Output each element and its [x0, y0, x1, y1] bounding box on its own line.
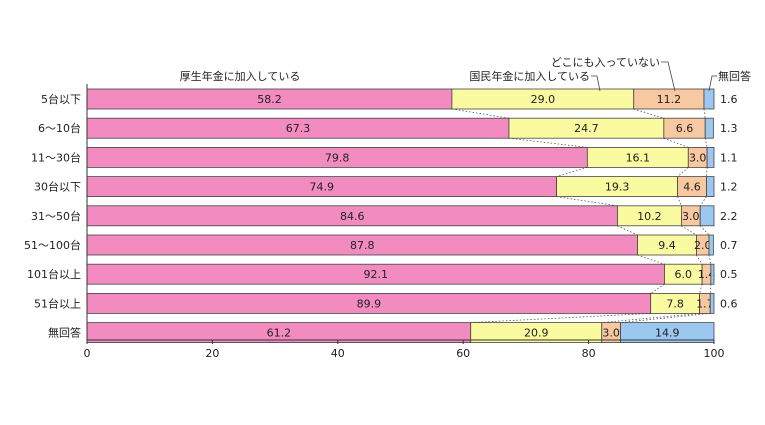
data-label: 3.0 — [689, 151, 707, 164]
connector-line — [703, 108, 706, 119]
data-label: 16.1 — [626, 151, 651, 164]
connector-line — [699, 284, 703, 294]
data-label: 19.3 — [605, 181, 630, 194]
data-label: 1.3 — [720, 122, 738, 135]
bar-segment — [708, 234, 714, 256]
connector-line — [470, 313, 651, 323]
bar-segment — [704, 117, 714, 139]
data-label: 67.3 — [286, 122, 311, 135]
connector-line — [556, 167, 588, 177]
category-label: 51〜100台 — [24, 238, 81, 252]
connector-line — [601, 313, 700, 323]
category-label: 5台以下 — [41, 92, 81, 106]
x-tick-label: 40 — [331, 347, 345, 360]
data-label: 9.4 — [658, 239, 676, 252]
category-label: 31〜50台 — [31, 209, 81, 223]
data-label: 3.0 — [682, 210, 700, 223]
connector-line — [699, 225, 710, 236]
legend-leader-line — [708, 75, 717, 92]
data-label: 0.7 — [720, 239, 738, 252]
connector-line — [677, 196, 682, 206]
connector-line — [708, 254, 712, 265]
data-label: 24.7 — [574, 122, 599, 135]
x-tick-label: 60 — [456, 347, 470, 360]
connector-line — [696, 254, 703, 265]
connector-line — [508, 137, 588, 148]
legend-label: どこにも入っていない — [551, 56, 660, 69]
data-label: 61.2 — [267, 327, 292, 340]
data-label: 79.8 — [325, 151, 350, 164]
data-label: 0.5 — [720, 268, 738, 281]
data-label: 92.1 — [363, 268, 388, 281]
category-label: 11〜30台 — [31, 150, 81, 164]
bar-segment — [710, 263, 715, 285]
data-label: 4.6 — [683, 181, 701, 194]
legend-label: 無回答 — [718, 69, 751, 83]
data-label: 2.0 — [694, 239, 712, 252]
data-label: 1.1 — [720, 151, 738, 164]
bar-segment — [706, 146, 715, 168]
data-label: 2.2 — [720, 210, 738, 223]
bar-segment — [703, 88, 715, 110]
connector-line — [620, 313, 711, 323]
connector-line — [709, 284, 712, 294]
data-label: 0.6 — [720, 297, 738, 310]
data-label: 74.9 — [310, 181, 335, 194]
category-label: 101台以上 — [27, 267, 81, 281]
connector-line — [663, 137, 689, 148]
data-label: 3.0 — [602, 327, 620, 340]
data-label: 6.0 — [675, 268, 693, 281]
connector-line — [637, 254, 665, 265]
connector-line — [681, 225, 697, 236]
legend-label: 国民年金に加入している — [469, 69, 590, 83]
data-label: 87.8 — [350, 239, 375, 252]
connector-line — [556, 196, 618, 207]
data-label: 29.0 — [531, 93, 556, 106]
data-label: 7.8 — [666, 297, 684, 310]
data-label: 6.6 — [676, 122, 694, 135]
x-tick-label: 0 — [84, 347, 91, 360]
connector-line — [704, 138, 708, 148]
legend-label: 厚生年金に加入している — [180, 69, 301, 83]
connector-line — [677, 167, 689, 177]
connector-line — [706, 167, 708, 177]
bar-segment — [620, 322, 715, 344]
x-tick-label: 100 — [704, 347, 725, 360]
data-label: 58.2 — [257, 93, 282, 106]
data-label: 1.2 — [720, 181, 738, 194]
connector-line — [650, 283, 665, 294]
data-label: 20.9 — [524, 327, 549, 340]
data-label: 11.2 — [657, 93, 682, 106]
x-tick-label: 20 — [205, 347, 219, 360]
connector-line — [617, 225, 638, 236]
legend-leader-line — [591, 75, 601, 92]
data-label: 10.2 — [637, 210, 662, 223]
bar-segment — [709, 292, 715, 314]
data-label: 1.7 — [696, 297, 714, 310]
data-label: 89.9 — [357, 297, 382, 310]
connector-line — [699, 196, 707, 207]
data-label: 14.9 — [655, 327, 680, 340]
bar-segment — [699, 205, 715, 227]
data-label: 84.6 — [340, 210, 365, 223]
connector-line — [451, 108, 510, 119]
connector-line — [633, 108, 664, 119]
category-label: 6〜10台 — [38, 121, 81, 135]
data-label: 1.6 — [720, 93, 738, 106]
category-label: 30台以下 — [34, 180, 81, 194]
category-label: 51台以上 — [34, 296, 81, 310]
legend-leader-line — [661, 61, 676, 92]
category-label: 無回答 — [48, 326, 81, 340]
bar-segment — [706, 176, 715, 198]
x-tick-label: 80 — [582, 347, 596, 360]
